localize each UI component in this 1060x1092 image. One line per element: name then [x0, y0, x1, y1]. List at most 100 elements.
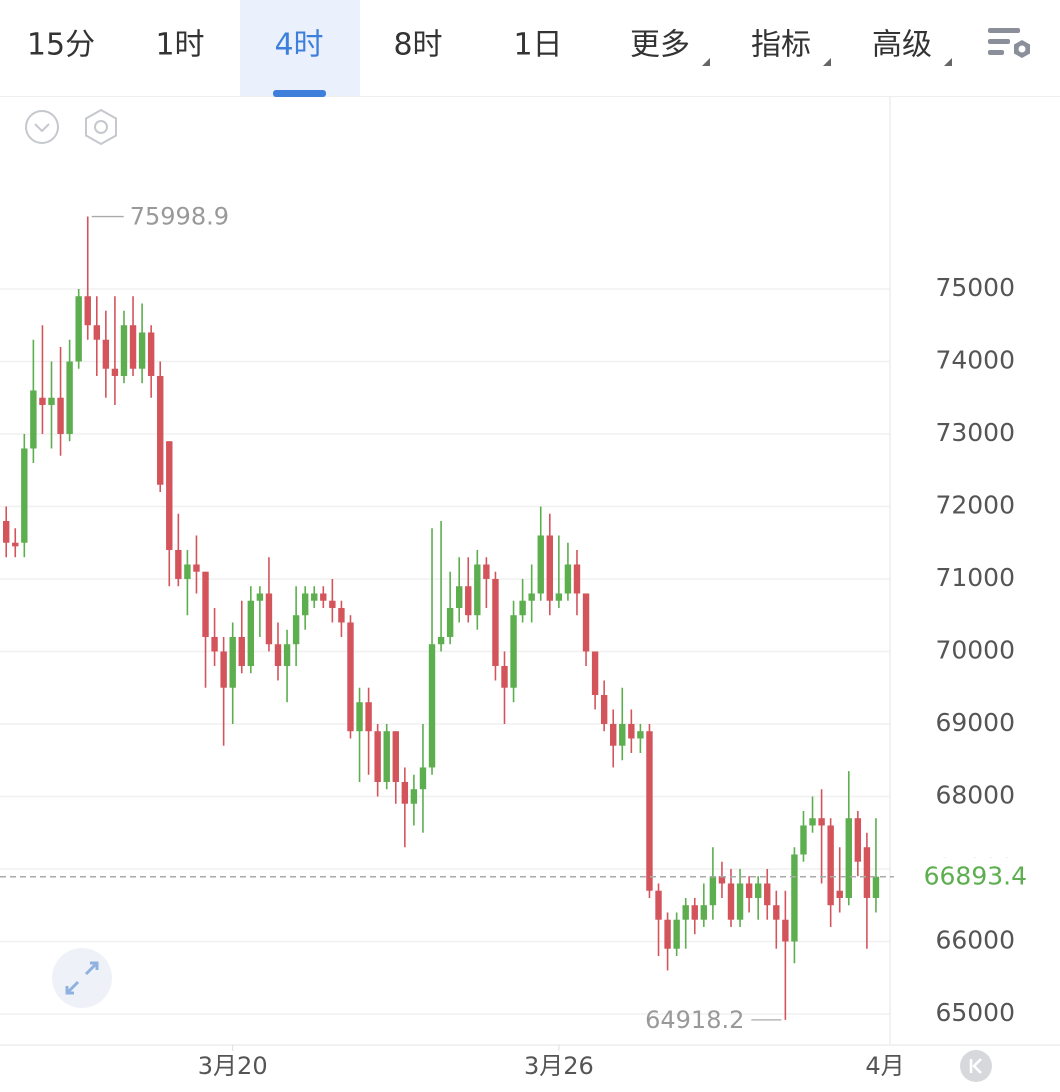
candle-body: [392, 731, 399, 782]
candle-body: [347, 622, 354, 732]
candle-body: [157, 375, 164, 485]
candle-body: [202, 571, 209, 637]
candle-body: [329, 600, 336, 608]
candle-body: [166, 441, 173, 550]
candle-body: [256, 593, 264, 601]
tab[interactable]: 1时: [155, 28, 204, 63]
candle-body: [437, 636, 445, 645]
candle-body: [745, 883, 753, 898]
icon-bar: [988, 50, 1004, 55]
candle-body: [646, 731, 653, 891]
y-tick-label: 70000: [935, 635, 1015, 664]
candle-body: [718, 876, 726, 884]
candle-body: [84, 296, 91, 326]
icon-bar: [988, 28, 1020, 33]
candle-body: [474, 564, 481, 616]
candle-body: [129, 325, 137, 369]
candle-body: [555, 593, 563, 601]
icon-bar: [988, 39, 1010, 44]
x-tick-label: 3月20: [198, 1052, 268, 1080]
tab[interactable]: 更多: [630, 28, 690, 63]
expand-icon: [65, 961, 99, 995]
tab[interactable]: 15分: [27, 28, 95, 63]
current-price-badge: [894, 857, 1060, 896]
candle-body: [564, 564, 572, 594]
candle-body: [791, 854, 798, 942]
candle-body: [220, 651, 227, 688]
candle-body: [682, 905, 689, 920]
candle-body: [800, 825, 807, 855]
fullscreen-button[interactable]: [52, 948, 112, 1008]
y-tick-label: 74000: [935, 345, 1015, 374]
candle-body: [773, 905, 780, 920]
candle-body: [628, 723, 635, 739]
candle-body: [238, 636, 245, 666]
high-label: 75998.9: [130, 203, 229, 231]
candle-body: [338, 607, 345, 623]
candle-body: [782, 919, 789, 942]
y-tick-label: 69000: [935, 708, 1015, 737]
dropdown-caret: [702, 58, 710, 66]
candle-body: [39, 397, 46, 405]
candle-body: [383, 731, 390, 782]
candle-body: [184, 564, 191, 579]
tab-underline: [273, 90, 326, 97]
candle-body: [12, 542, 19, 547]
low-label: 64918.2: [645, 1006, 744, 1034]
tab[interactable]: 8时: [393, 28, 442, 63]
candle-body: [863, 847, 871, 898]
tab[interactable]: 指标: [751, 28, 811, 63]
candle-body: [691, 905, 698, 920]
candle-body: [311, 593, 318, 601]
candle-body: [736, 883, 744, 920]
dropdown-caret: [823, 58, 831, 66]
settings-icon[interactable]: [988, 28, 1030, 58]
candle-body: [610, 723, 617, 746]
tab[interactable]: 1日: [513, 28, 562, 63]
candle-body: [519, 600, 526, 616]
candle-body: [138, 332, 146, 369]
button-bg: [52, 948, 112, 1008]
chevron: [34, 123, 50, 133]
rewind-icon: [969, 1058, 982, 1074]
y-tick-label: 65000: [935, 998, 1015, 1027]
candle-body: [374, 731, 381, 782]
candle-body: [193, 564, 200, 572]
candle-body: [247, 600, 255, 666]
tab[interactable]: 4时: [274, 28, 323, 63]
candle-body: [546, 535, 553, 601]
button-bg: [960, 1050, 992, 1082]
candle-body: [465, 586, 472, 616]
candle-body: [673, 919, 680, 949]
candle-body: [75, 296, 82, 362]
dropdown-caret: [944, 58, 952, 66]
candle-body: [827, 825, 834, 906]
tab[interactable]: 高级: [872, 28, 932, 63]
candle-body: [265, 593, 273, 645]
candle-body: [818, 818, 825, 826]
circle-icon: [25, 110, 59, 144]
candle-body: [637, 731, 644, 739]
candle-body: [102, 339, 110, 369]
candle-body: [700, 905, 708, 920]
candle-body: [664, 919, 671, 949]
candle-body: [320, 593, 327, 601]
candle-body: [21, 448, 28, 543]
candle-body: [727, 883, 735, 920]
y-tick-label: 73000: [935, 418, 1015, 447]
candle-body: [274, 644, 282, 666]
candle-body: [872, 876, 880, 898]
candle-body: [301, 593, 309, 616]
collapse-toggle[interactable]: [25, 110, 59, 144]
hex-icon: [85, 108, 117, 146]
candle-body: [854, 818, 862, 862]
candle-body: [600, 694, 608, 724]
candle-body: [655, 890, 662, 920]
candle-body: [764, 883, 771, 906]
tab-bar: [0, 0, 1060, 96]
scroll-end-button[interactable]: [960, 1050, 992, 1082]
hex-dot: [94, 120, 108, 134]
settings-toggle[interactable]: [85, 108, 117, 146]
